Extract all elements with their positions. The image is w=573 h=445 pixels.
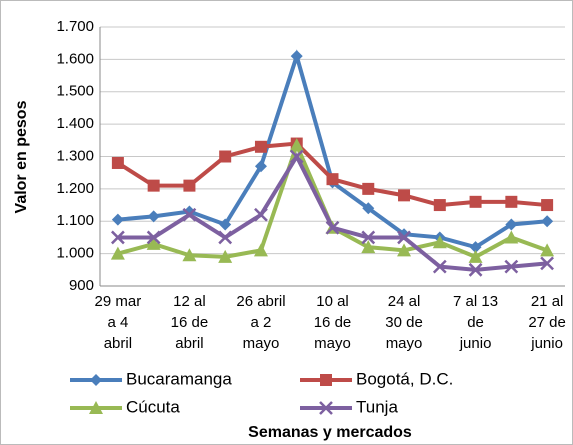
- x-tick-label-line: junio: [459, 335, 492, 352]
- marker: [468, 249, 483, 263]
- marker: [254, 140, 267, 153]
- x-tick-label-line: 26 abril: [236, 293, 285, 310]
- x-tick-label: 26 abril a 2 mayo: [236, 293, 285, 352]
- y-tick-label: 1.100: [56, 212, 94, 229]
- x-tick-label-line: abril: [175, 335, 203, 352]
- x-tick-label: 7 al 13 de junio: [453, 293, 498, 352]
- marker: [432, 259, 447, 274]
- marker: [218, 249, 233, 263]
- marker: [362, 182, 375, 195]
- marker: [505, 195, 518, 208]
- marker: [289, 149, 304, 164]
- marker: [146, 230, 161, 245]
- x-tick-label: 29 mar a 4 abril: [95, 293, 142, 352]
- marker: [505, 218, 518, 231]
- y-tick-label: 900: [69, 277, 94, 294]
- x-tick-label-line: de: [467, 314, 484, 331]
- legend-label: Tunja: [356, 397, 398, 416]
- x-tick-label-line: 24 al: [388, 293, 421, 310]
- x-tick-label-line: a 4: [107, 314, 128, 331]
- y-tick-label: 1.700: [56, 18, 94, 35]
- marker: [254, 207, 268, 222]
- y-tick-label: 1.400: [56, 115, 94, 132]
- marker: [362, 202, 375, 215]
- x-tick-label-line: 7 al 13: [453, 293, 498, 310]
- marker: [146, 236, 161, 250]
- x-tick-label-line: junio: [530, 335, 563, 352]
- marker: [469, 241, 482, 254]
- x-tick-label: 10 al 16 de mayo: [314, 293, 352, 352]
- marker: [183, 179, 196, 192]
- legend-marker: [319, 401, 333, 415]
- y-tick-label: 1.300: [56, 147, 94, 164]
- x-tick-label-line: 29 mar: [95, 293, 142, 310]
- x-tick-label-line: a 2: [251, 314, 272, 331]
- marker: [325, 220, 340, 235]
- legend-label: Bucaramanga: [126, 369, 232, 388]
- marker: [147, 179, 160, 192]
- y-axis-title: Valor en pesos: [13, 100, 30, 213]
- marker: [253, 243, 268, 257]
- marker: [182, 207, 197, 222]
- legend-label: Cúcuta: [126, 397, 180, 416]
- marker: [540, 243, 555, 257]
- legend-marker: [320, 374, 332, 386]
- marker: [541, 215, 554, 228]
- x-tick-label: 12 al 16 de abril: [171, 293, 209, 352]
- x-tick-label-line: mayo: [386, 335, 423, 352]
- legend-label: Bogotá, D.C.: [356, 369, 453, 388]
- marker: [111, 156, 124, 169]
- marker: [219, 150, 232, 163]
- marker: [468, 262, 483, 277]
- x-tick-label-line: mayo: [314, 335, 351, 352]
- marker: [397, 230, 411, 245]
- legend-marker: [89, 401, 103, 414]
- y-tick-label: 1.200: [56, 180, 94, 197]
- marker: [219, 218, 232, 231]
- marker: [397, 243, 412, 257]
- marker: [111, 213, 124, 226]
- marker: [361, 240, 376, 254]
- marker: [504, 230, 519, 244]
- y-tick-label: 1.000: [56, 245, 94, 262]
- marker: [254, 160, 267, 173]
- marker: [110, 246, 125, 260]
- x-tick-label-line: abril: [104, 335, 132, 352]
- marker: [290, 50, 303, 63]
- marker: [432, 235, 447, 249]
- marker: [111, 230, 125, 245]
- marker: [182, 248, 197, 262]
- y-tick-label: 1.500: [56, 83, 94, 100]
- x-tick-label-line: 27 de: [528, 314, 566, 331]
- marker: [504, 259, 519, 274]
- legend-marker: [90, 374, 102, 386]
- marker: [218, 230, 233, 245]
- x-axis-title: Semanas y mercados: [248, 424, 412, 441]
- marker: [289, 138, 304, 152]
- marker: [326, 173, 339, 186]
- x-tick-label: 21 al 27 de junio: [528, 293, 566, 352]
- y-tick-label: 1.600: [56, 50, 94, 67]
- marker: [541, 199, 554, 212]
- x-tick-label-line: 16 de: [171, 314, 209, 331]
- x-tick-label-line: 10 al: [316, 293, 349, 310]
- marker: [433, 199, 446, 212]
- x-tick-label-line: 21 al: [531, 293, 564, 310]
- marker: [540, 256, 554, 271]
- marker: [398, 189, 411, 202]
- marker: [147, 210, 160, 223]
- x-tick-label-line: mayo: [243, 335, 280, 352]
- x-tick-label: 24 al 30 de mayo: [385, 293, 423, 352]
- x-tick-label-line: 30 de: [385, 314, 423, 331]
- marker: [361, 230, 376, 245]
- x-tick-label-line: 12 al: [173, 293, 206, 310]
- x-tick-label-line: 16 de: [314, 314, 352, 331]
- marker: [469, 195, 482, 208]
